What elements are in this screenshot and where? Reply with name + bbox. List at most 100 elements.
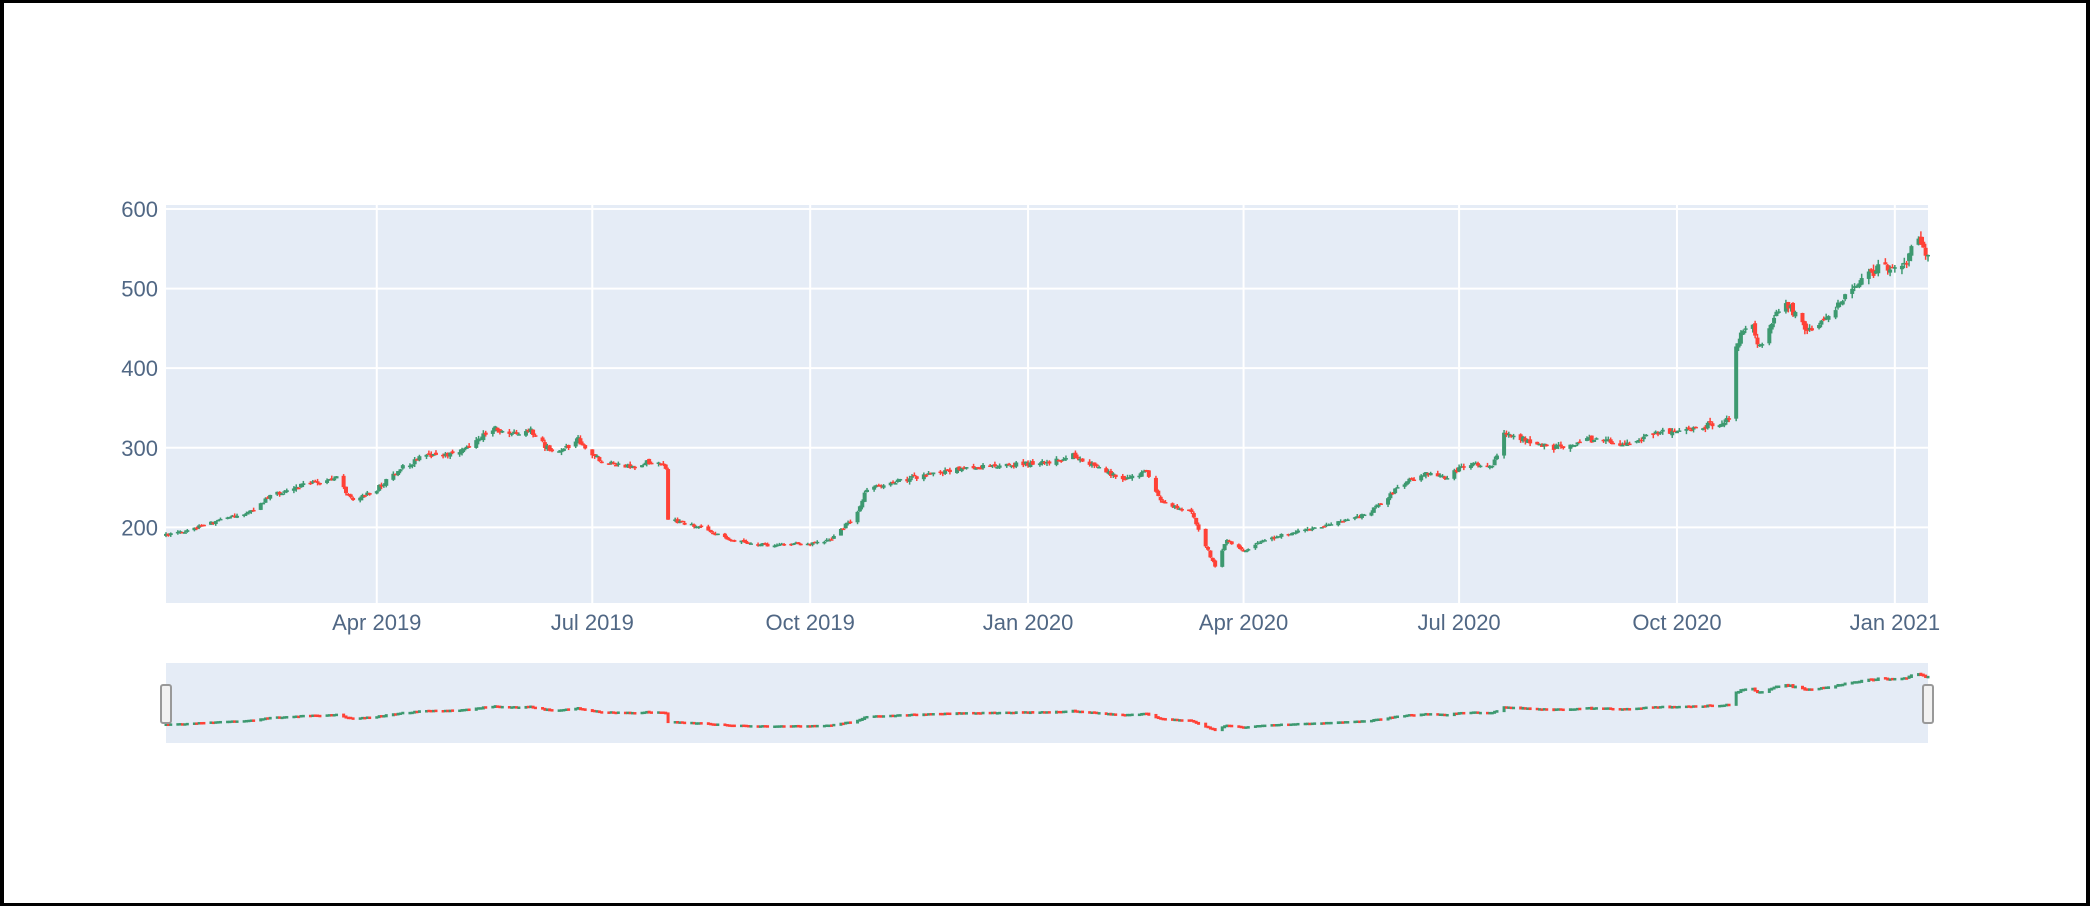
mini-candle	[1438, 713, 1442, 717]
candle-body	[910, 476, 915, 478]
mini-candle	[1751, 687, 1755, 691]
mini-candle	[375, 716, 379, 719]
mini-candle	[1114, 713, 1118, 716]
candle-body	[1535, 441, 1540, 445]
candle-body	[1338, 521, 1343, 523]
candle-body	[365, 492, 370, 496]
mini-candle	[1320, 722, 1324, 725]
mini-candle	[567, 708, 571, 711]
candle-body	[474, 440, 479, 448]
candle-body	[1885, 265, 1890, 271]
candle-body	[367, 493, 372, 495]
mini-candle	[510, 706, 514, 709]
candle-body	[507, 431, 512, 434]
mini-candle	[545, 708, 549, 712]
mini-candle	[946, 712, 950, 715]
mini-candle	[1459, 711, 1463, 715]
candle-body	[1359, 514, 1364, 518]
candle-body	[706, 526, 711, 531]
candle-body	[1461, 466, 1466, 468]
mini-candle	[732, 724, 736, 728]
mini-candle	[1523, 707, 1527, 710]
mini-candle	[813, 724, 817, 728]
mini-candle	[1824, 686, 1828, 690]
candle-body	[1097, 467, 1102, 469]
candle-body	[1672, 430, 1677, 433]
mini-candle	[1277, 723, 1281, 727]
y-axis-ticks: 200 300 400 500 600	[121, 197, 158, 540]
mini-candle	[1476, 711, 1480, 714]
candle-body	[1869, 269, 1874, 272]
candle-body	[1445, 478, 1450, 480]
candle-body	[1833, 310, 1838, 318]
mini-candle	[292, 715, 296, 719]
mini-candle	[214, 721, 218, 724]
candle-body	[1734, 346, 1739, 419]
candle-body	[862, 492, 867, 502]
mini-candle	[716, 723, 720, 726]
gridlines	[166, 205, 1928, 603]
candle-body	[235, 515, 240, 518]
candle-body	[1577, 441, 1582, 444]
mini-candle	[938, 712, 942, 716]
candle-body	[1421, 475, 1426, 477]
candle-body	[955, 467, 960, 474]
candle-body	[810, 542, 815, 545]
candle-body	[1004, 463, 1009, 467]
mini-candle	[467, 708, 471, 712]
mini-candle	[742, 724, 746, 728]
mini-candle	[1452, 712, 1456, 717]
range-slider-background[interactable]	[166, 663, 1928, 743]
mini-candle	[773, 725, 777, 728]
mini-candle	[931, 713, 935, 716]
candle-body	[1229, 541, 1234, 545]
mini-candle	[1097, 712, 1101, 715]
candle-body	[379, 484, 384, 487]
candle-body	[1601, 439, 1606, 442]
candle-body	[1407, 478, 1412, 482]
candle-body	[280, 493, 285, 496]
candle-body	[1144, 470, 1149, 472]
candle-body	[1310, 528, 1315, 531]
candle-body	[194, 527, 199, 529]
candle-body	[476, 438, 481, 442]
candle-body	[642, 463, 647, 466]
candle-body	[1404, 481, 1409, 485]
candle-body	[298, 483, 303, 488]
mini-candle	[1689, 705, 1693, 709]
mini-candle	[943, 712, 947, 716]
mini-candle	[233, 720, 237, 723]
mini-candle	[349, 716, 353, 720]
mini-candle	[1462, 711, 1466, 715]
candle-body	[860, 500, 865, 508]
mini-candle	[1774, 685, 1778, 689]
candle-body	[805, 543, 810, 546]
candle-body	[739, 540, 744, 543]
mini-candle	[1718, 704, 1722, 708]
candle-body	[879, 485, 884, 487]
mini-candle	[1009, 711, 1013, 715]
mini-candle	[1154, 713, 1158, 719]
mini-candle	[1308, 722, 1312, 726]
range-slider-handle-right[interactable]	[1922, 684, 1934, 724]
range-slider-handle-left[interactable]	[160, 684, 172, 724]
mini-candle	[342, 713, 346, 718]
mini-candle	[863, 716, 867, 721]
mini-candle	[593, 709, 597, 713]
mini-candle	[1445, 713, 1449, 717]
mini-candle	[413, 710, 417, 714]
mini-candle	[368, 716, 372, 720]
candle-body	[1850, 288, 1855, 294]
candle-body	[1807, 327, 1812, 330]
candle-body	[1123, 478, 1128, 481]
mini-candle	[1336, 721, 1340, 725]
mini-candle	[974, 712, 978, 715]
candle-body	[514, 432, 519, 434]
mini-candle	[1552, 708, 1556, 712]
mini-candle	[1040, 711, 1044, 714]
candle-body	[1440, 475, 1445, 478]
mini-candle	[631, 711, 635, 715]
mini-candle	[1651, 706, 1655, 709]
candle-body	[1258, 542, 1263, 544]
candle-body	[756, 544, 761, 546]
